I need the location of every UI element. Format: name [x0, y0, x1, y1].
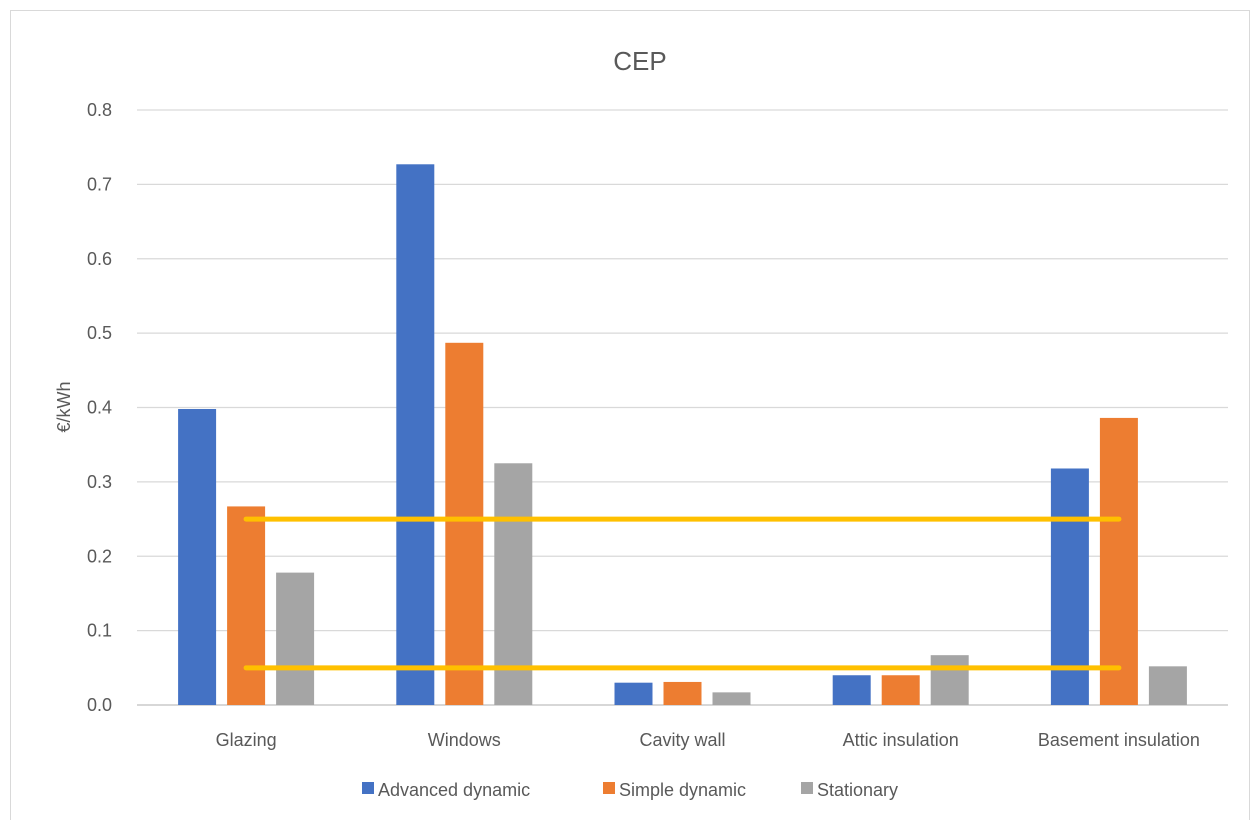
y-tick-label: 0.7	[87, 174, 112, 194]
bar-stationary-glazing	[276, 572, 315, 705]
y-tick-label: 0.6	[87, 249, 112, 269]
bar-advanced-dynamic-windows	[396, 164, 435, 705]
y-tick-label: 0.3	[87, 472, 112, 492]
bars	[178, 164, 1187, 705]
bar-advanced-dynamic-cavity-wall	[614, 682, 653, 705]
x-tick-label: Cavity wall	[639, 730, 725, 750]
y-tick-label: 0.2	[87, 546, 112, 566]
x-tick-label: Attic insulation	[843, 730, 959, 750]
legend-swatch	[801, 782, 813, 794]
bar-advanced-dynamic-attic-insulation	[832, 675, 871, 705]
bar-stationary-basement-insulation	[1148, 666, 1187, 705]
legend-label: Advanced dynamic	[378, 780, 530, 800]
legend-label: Simple dynamic	[619, 780, 746, 800]
reference-lines	[243, 516, 1122, 671]
legend: Advanced dynamic Simple dynamic Stationary	[362, 780, 898, 800]
bar-simple-dynamic-windows	[445, 342, 484, 705]
x-tick-label: Windows	[428, 730, 501, 750]
bar-advanced-dynamic-glazing	[178, 408, 217, 705]
bar-stationary-attic-insulation	[930, 655, 969, 705]
x-axis-ticks: Glazing Windows Cavity wall Attic insulatio…	[216, 730, 1200, 750]
bar-simple-dynamic-glazing	[227, 506, 266, 705]
legend-swatch	[362, 782, 374, 794]
y-tick-label: 0.1	[87, 621, 112, 641]
x-tick-label: Glazing	[216, 730, 277, 750]
y-axis-ticks: 0.0 0.1 0.2 0.3 0.4 0.5 0.6 0.7 0.8	[87, 100, 112, 715]
y-tick-label: 0.0	[87, 695, 112, 715]
bar-stationary-windows	[494, 463, 533, 705]
bar-stationary-cavity-wall	[712, 692, 751, 705]
y-tick-label: 0.8	[87, 100, 112, 120]
y-axis-label: €/kWh	[54, 381, 74, 432]
bar-simple-dynamic-attic-insulation	[881, 675, 920, 705]
chart-title: CEP	[613, 46, 666, 76]
legend-swatch	[603, 782, 615, 794]
x-tick-label: Basement insulation	[1038, 730, 1200, 750]
y-tick-label: 0.5	[87, 323, 112, 343]
bar-simple-dynamic-basement-insulation	[1099, 417, 1138, 705]
y-tick-label: 0.4	[87, 398, 112, 418]
bar-simple-dynamic-cavity-wall	[663, 681, 702, 705]
legend-label: Stationary	[817, 780, 898, 800]
